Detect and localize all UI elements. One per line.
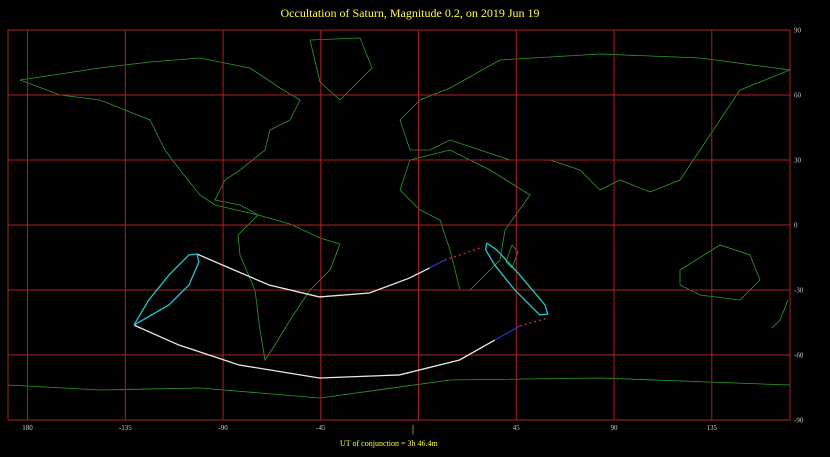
y-tick-label: -90: [794, 417, 804, 425]
coast-greenland: [309, 37, 373, 101]
limit-track: [196, 253, 430, 298]
y-tick-label: 30: [794, 157, 802, 165]
coast-south-america: [237, 214, 341, 362]
x-tick-label: -45: [316, 424, 326, 432]
limit-track: [484, 242, 549, 316]
map-title: Occultation of Saturn, Magnitude 0.2, on…: [281, 6, 540, 20]
coast-eurasia: [399, 53, 792, 193]
x-tick-label: -90: [218, 424, 228, 432]
y-tick-label: 0: [794, 222, 798, 230]
x-tick-label: -135: [119, 424, 132, 432]
conjunction-marker: |: [412, 424, 414, 435]
x-tick-label: 135: [707, 424, 718, 432]
y-tick-label: 60: [794, 92, 802, 100]
footer-text: UT of conjunction = 3h 46.4m: [340, 439, 438, 448]
y-tick-label: 90: [794, 27, 802, 35]
tracks: [133, 242, 549, 379]
limit-track: [133, 253, 200, 326]
x-tick-label: 90: [611, 424, 619, 432]
coast-antarctica: [7, 377, 791, 399]
limit-track: [429, 259, 445, 269]
y-tick-label: -30: [794, 287, 804, 295]
y-tick-label: -60: [794, 352, 804, 360]
limit-track: [494, 325, 521, 341]
map-frame: [7, 29, 791, 421]
limit-track: [444, 246, 483, 261]
coast-north-america: [19, 57, 301, 216]
x-tick-label: 180: [22, 424, 33, 432]
x-tick-label: 45: [513, 424, 521, 432]
coast-new-zealand: [771, 299, 789, 329]
limit-track: [133, 324, 496, 379]
